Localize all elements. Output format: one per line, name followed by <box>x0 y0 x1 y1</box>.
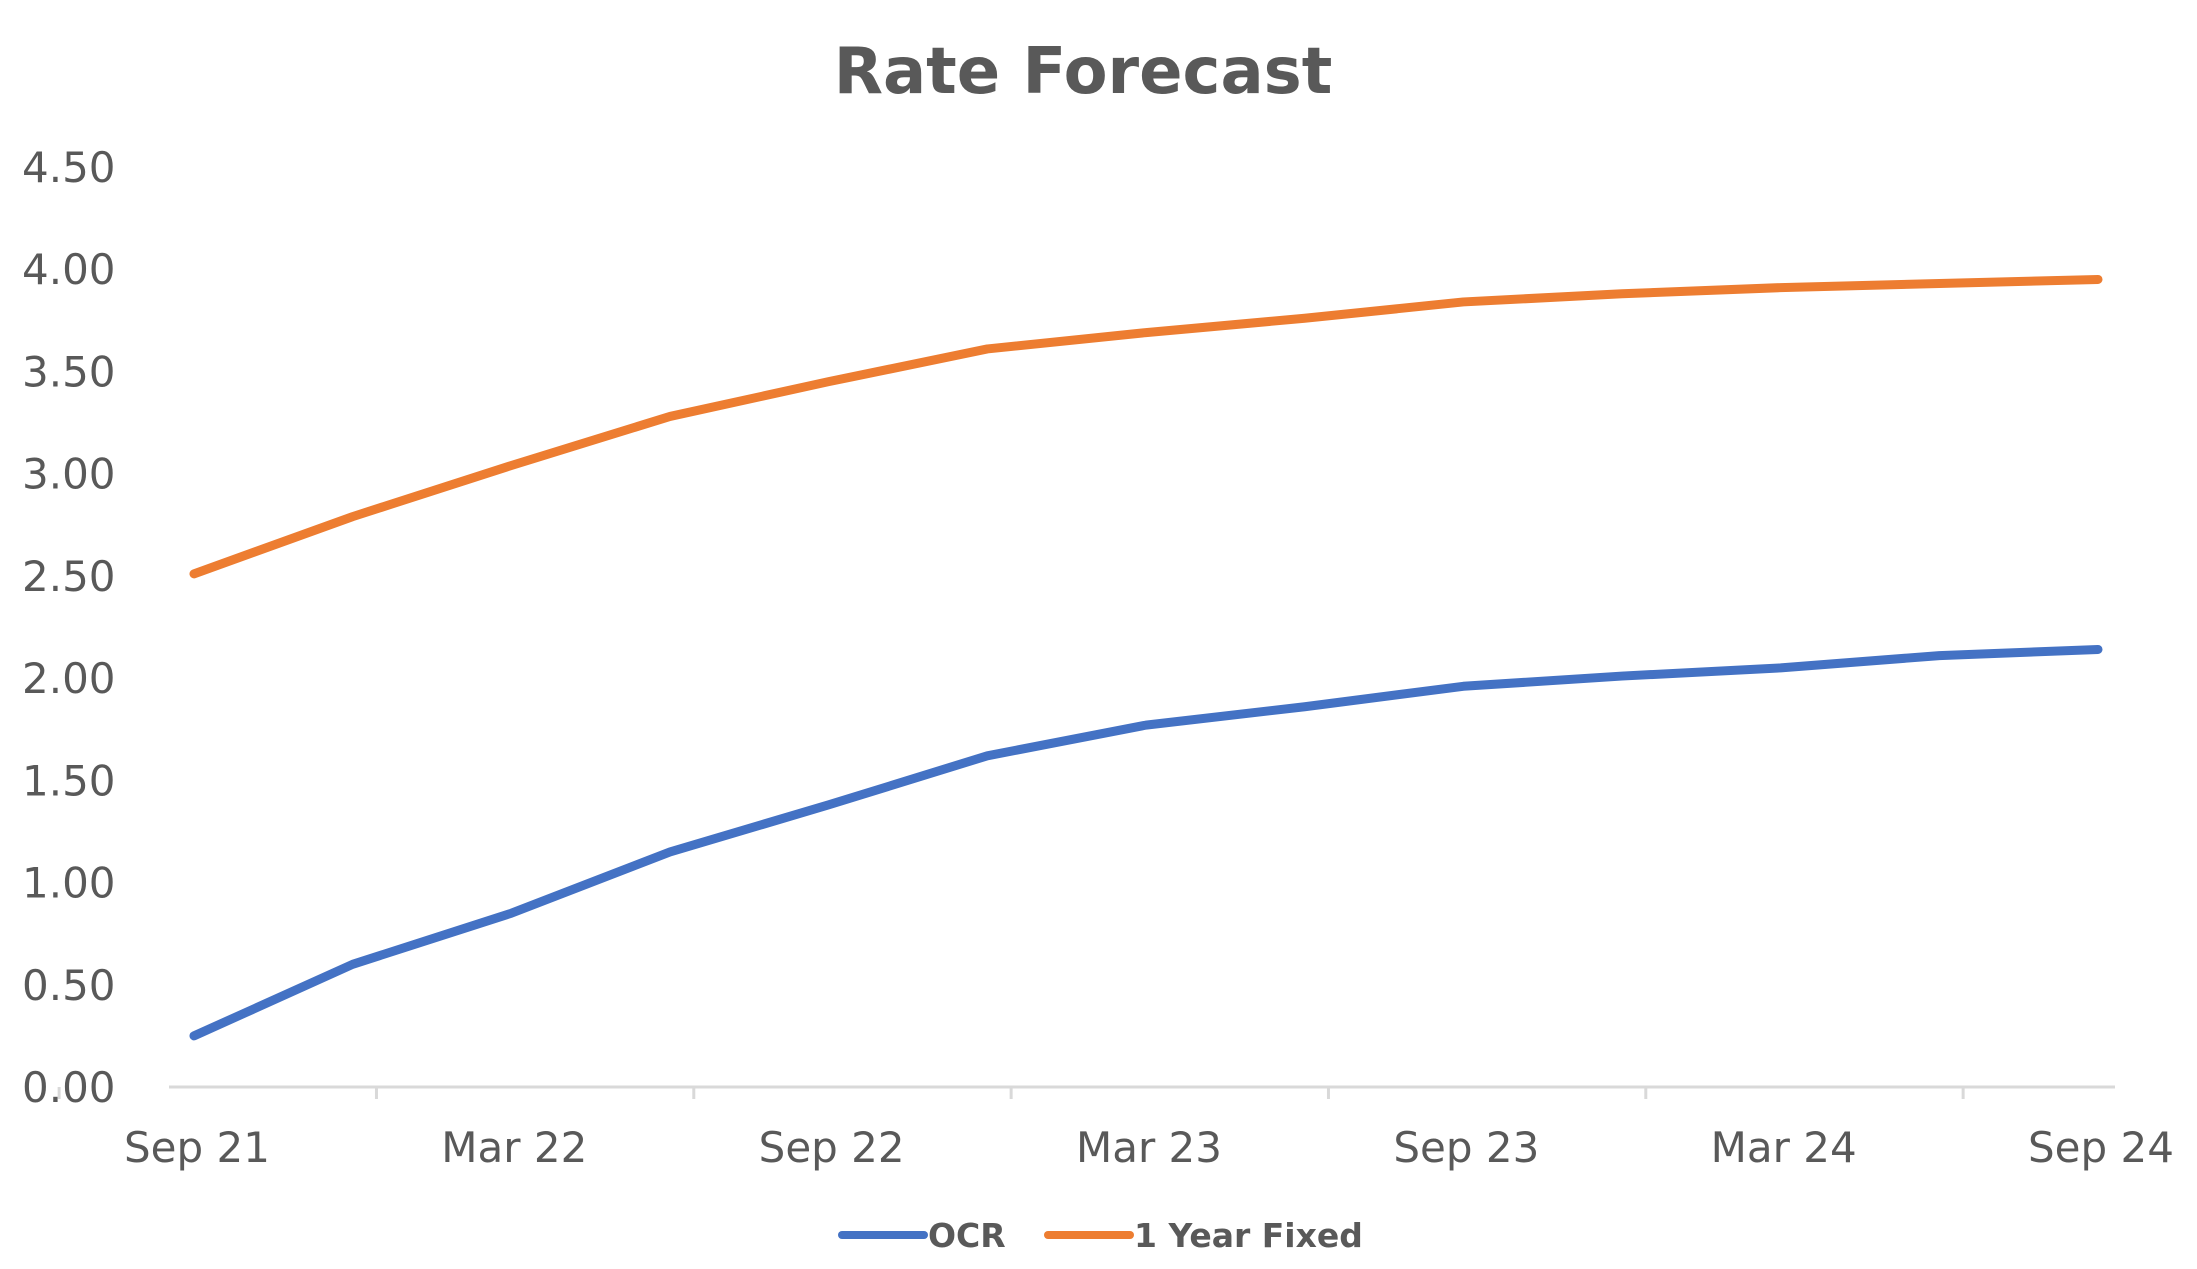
x-tick-label: Sep 23 <box>1393 1123 1539 1172</box>
chart-title: Rate Forecast <box>834 35 1333 109</box>
y-tick-label: 3.00 <box>22 450 116 499</box>
y-tick-label: 3.50 <box>22 347 116 396</box>
x-tick-label: Mar 23 <box>1076 1123 1222 1172</box>
x-tick-label: Sep 21 <box>124 1123 270 1172</box>
series-line-ocr <box>189 644 2103 1041</box>
x-tick-label: Mar 24 <box>1711 1123 1857 1172</box>
x-tick-label: Sep 24 <box>2028 1123 2174 1172</box>
y-tick-label: 0.50 <box>22 961 116 1010</box>
y-tick-label: 1.00 <box>22 859 116 908</box>
y-tick-label: 2.50 <box>22 552 116 601</box>
legend-label: 1 Year Fixed <box>1134 1216 1363 1255</box>
y-tick-label: 2.00 <box>22 654 116 703</box>
x-tick-label: Sep 22 <box>759 1123 905 1172</box>
series-line-1-year-fixed <box>189 274 2103 579</box>
y-tick-label: 1.50 <box>22 756 116 805</box>
x-tick-label: Mar 22 <box>441 1123 587 1172</box>
y-tick-label: 4.00 <box>22 245 116 294</box>
y-tick-label: 0.00 <box>22 1063 116 1112</box>
legend-label: OCR <box>928 1216 1006 1255</box>
y-tick-label: 4.50 <box>22 143 116 192</box>
